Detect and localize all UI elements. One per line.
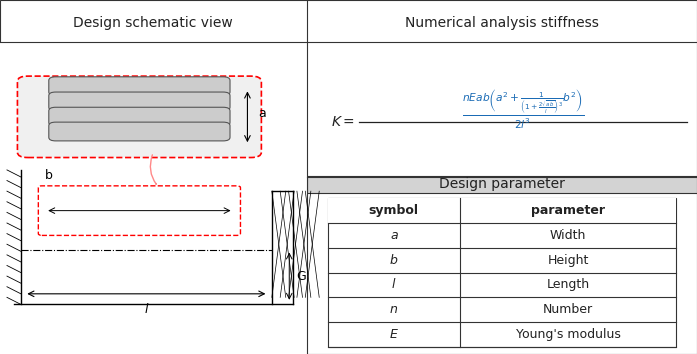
Text: Width: Width: [550, 229, 586, 242]
Text: Number: Number: [543, 303, 593, 316]
Bar: [328, 198, 676, 347]
Text: E: E: [390, 328, 398, 341]
Bar: [328, 198, 676, 223]
FancyBboxPatch shape: [49, 107, 230, 126]
Bar: [0, 42, 307, 354]
Text: G: G: [296, 270, 306, 282]
Text: a: a: [390, 229, 397, 242]
Text: Design schematic view: Design schematic view: [73, 16, 233, 30]
Text: l: l: [144, 303, 148, 316]
Text: n: n: [390, 303, 398, 316]
Text: symbol: symbol: [369, 204, 419, 217]
FancyBboxPatch shape: [49, 92, 230, 111]
Text: Height: Height: [547, 254, 589, 267]
Text: $K=$: $K=$: [331, 115, 355, 129]
Text: Design parameter: Design parameter: [439, 177, 565, 192]
Text: b: b: [390, 254, 398, 267]
FancyBboxPatch shape: [17, 76, 261, 158]
Text: $\frac{nEab\left(a^{2}+\frac{1}{\left(1+\frac{2\sqrt{ab}}{l}\right)^{3}}b^{2}\ri: $\frac{nEab\left(a^{2}+\frac{1}{\left(1+…: [461, 88, 584, 131]
FancyBboxPatch shape: [49, 122, 230, 141]
Text: Length: Length: [546, 279, 590, 291]
Text: b: b: [45, 169, 53, 182]
FancyArrowPatch shape: [151, 155, 156, 184]
Text: Numerical analysis stiffness: Numerical analysis stiffness: [405, 16, 599, 30]
FancyBboxPatch shape: [49, 77, 230, 96]
Bar: [307, 176, 697, 193]
Text: l: l: [392, 279, 396, 291]
Text: Young's modulus: Young's modulus: [516, 328, 620, 341]
Text: parameter: parameter: [531, 204, 605, 217]
Text: a: a: [258, 107, 266, 120]
